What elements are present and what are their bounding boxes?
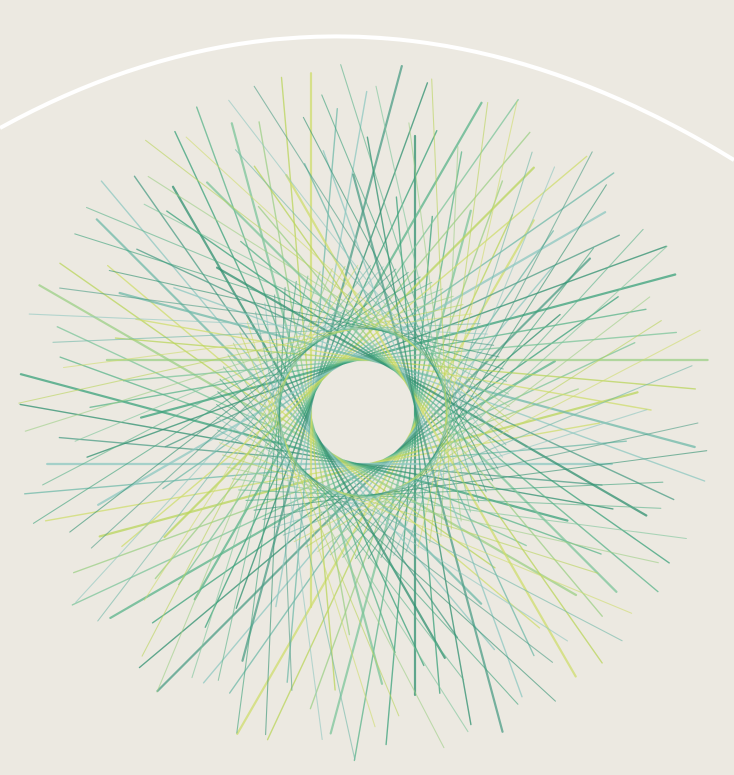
rosette-line-fine <box>219 378 519 705</box>
rosette-line-fine <box>215 416 568 642</box>
rosette-line-fine <box>219 442 633 614</box>
rosette-line <box>275 90 368 608</box>
rosette-line <box>166 210 670 564</box>
rosette-line-fine <box>24 295 454 432</box>
rosette-line-fine <box>253 450 708 511</box>
rosette-line <box>121 155 588 548</box>
rosette-line <box>24 440 627 495</box>
rosette-line-fine <box>18 304 464 404</box>
rosette-line-fine <box>239 331 400 717</box>
rosette-line-fine <box>405 151 533 553</box>
rosette-line-fine <box>305 320 662 548</box>
rosette-line <box>236 219 535 735</box>
rosette-line-fine <box>145 139 510 421</box>
rosette-line-fine <box>342 228 644 558</box>
rosette-line-fine <box>74 233 504 370</box>
rosette-line-fine <box>28 313 488 335</box>
rosette-line-fine <box>32 276 421 524</box>
rosette-line <box>118 291 696 449</box>
rosette-line <box>285 174 577 678</box>
rosette-line-fine <box>147 175 511 408</box>
rosette-line <box>253 165 603 664</box>
rosette-line <box>195 106 396 654</box>
rosette-line-fine <box>216 403 554 663</box>
rosette-line-fine <box>222 366 465 681</box>
rosette-line-fine <box>74 288 444 442</box>
rosette-line-fine <box>440 146 459 537</box>
rosette-line-fine <box>143 264 359 601</box>
rosette-line-fine <box>393 166 556 556</box>
rosette-line-fine <box>417 101 518 549</box>
rosette-line-fine <box>108 269 500 358</box>
rosette-line-fine <box>354 247 595 559</box>
rosette-line-fine <box>317 296 651 553</box>
rosette-line <box>366 136 472 726</box>
rosette-line-fine <box>367 184 607 560</box>
rosette-line <box>173 287 706 482</box>
rosette-line-fine <box>329 245 668 556</box>
rosette-line-fine <box>226 466 659 564</box>
rosette-line-fine <box>282 365 693 536</box>
rosette-line-fine <box>272 409 648 529</box>
center-hole <box>315 364 411 460</box>
rosette-line-fine <box>236 280 297 734</box>
rosette-line-fine <box>69 271 409 533</box>
white-arc <box>0 34 734 162</box>
rosette-line <box>114 337 696 390</box>
rosette-line-fine <box>75 266 384 603</box>
rosette-line <box>71 342 636 606</box>
rosette-line-fine <box>156 268 333 693</box>
rosette-line <box>56 326 527 547</box>
rosette-line <box>44 422 601 522</box>
rosette-line-fine <box>217 391 556 702</box>
rosette-line <box>303 162 535 657</box>
rosette-line-fine <box>232 342 445 749</box>
rosette-line-fine <box>431 78 452 530</box>
rosette-line-fine <box>255 311 356 760</box>
rosette-line-fine <box>302 116 494 482</box>
rosette-line-fine <box>321 94 487 493</box>
rosette-line <box>322 150 523 698</box>
rosette-line-fine <box>265 287 286 736</box>
rosette-line-fine <box>408 122 462 522</box>
rosette-line-fine <box>90 268 397 549</box>
rosette-line-fine <box>227 354 469 733</box>
rosette-line-fine <box>274 294 293 691</box>
rosette-line-fine <box>245 481 664 501</box>
rosette-line-fine <box>185 136 509 433</box>
rosette-line-fine <box>262 422 699 520</box>
rosette-line-fine <box>246 321 376 728</box>
rosette-line-fine <box>429 101 489 544</box>
rosette-line <box>140 273 677 419</box>
rosette-line-fine <box>143 203 510 395</box>
rosette-line <box>216 266 648 517</box>
rosette-line-fine <box>222 454 599 574</box>
rosette-line <box>257 205 603 617</box>
rosette-line-fine <box>52 323 481 343</box>
rosette-line-fine <box>340 64 480 503</box>
rosette-line-fine <box>234 149 507 446</box>
rosette-line-fine <box>191 271 321 679</box>
rosette-line <box>163 166 535 539</box>
rosette-line-fine <box>264 302 323 741</box>
rosette-line-fine <box>86 206 507 382</box>
rosette-line-fine <box>97 265 372 622</box>
rosette-line <box>352 173 504 733</box>
rosette-lines <box>18 64 709 762</box>
rosette-line <box>19 403 614 510</box>
rosette-line-fine <box>216 429 623 642</box>
rosette-line-fine <box>217 275 309 681</box>
rosette-line-fine <box>375 85 471 513</box>
rosette-line-fine <box>253 85 499 470</box>
rosette-line-fine <box>63 313 473 369</box>
rosette-line <box>122 331 677 382</box>
rosette-line-fine <box>228 99 504 458</box>
